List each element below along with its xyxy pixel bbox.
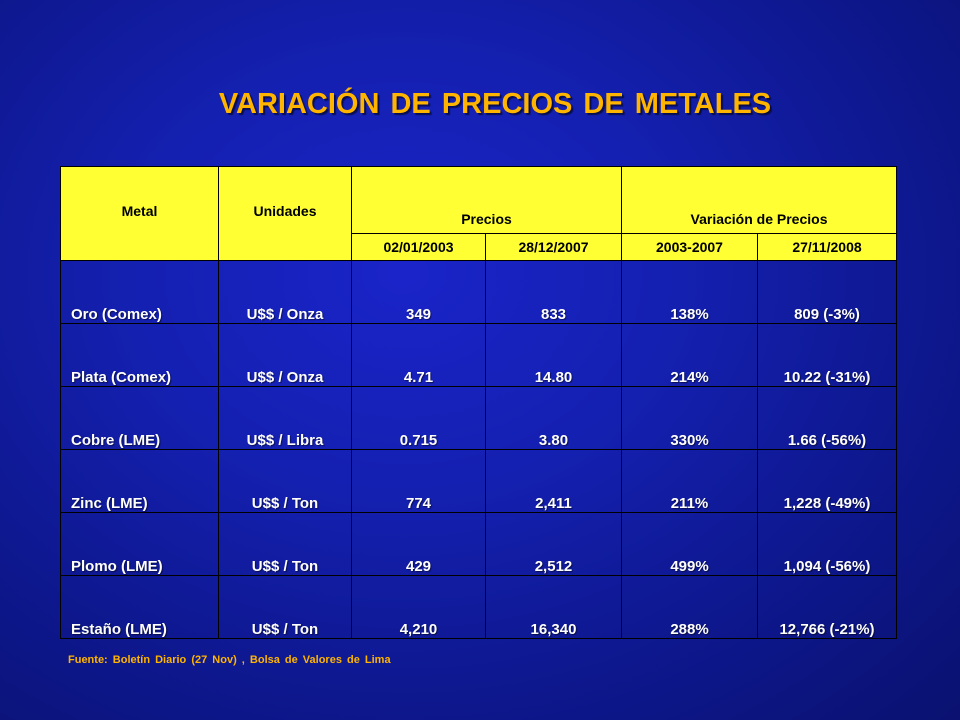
header-date-2003: 02/01/2003	[351, 233, 486, 261]
price-2003-cell: 4.71	[351, 323, 486, 387]
table-row: Zinc (LME) U$$ / Ton 774 2,411 211% 1,22…	[60, 449, 897, 513]
unit-cell: U$$ / Ton	[218, 575, 352, 639]
price-2007-cell: 2,411	[485, 449, 622, 513]
header-date-2008: 27/11/2008	[757, 233, 897, 261]
price-2008-cell: 1.66 (-56%)	[757, 386, 897, 450]
variation-cell: 499%	[621, 512, 758, 576]
price-2008-cell: 1,228 (-49%)	[757, 449, 897, 513]
unit-cell: U$$ / Libra	[218, 386, 352, 450]
variation-cell: 330%	[621, 386, 758, 450]
metal-cell: Plata (Comex)	[60, 323, 219, 387]
header-metal: Metal	[60, 166, 219, 261]
price-2003-cell: 774	[351, 449, 486, 513]
table-row: Plomo (LME) U$$ / Ton 429 2,512 499% 1,0…	[60, 512, 897, 576]
table-row: Cobre (LME) U$$ / Libra 0.715 3.80 330% …	[60, 386, 897, 450]
price-2008-cell: 10.22 (-31%)	[757, 323, 897, 387]
unit-cell: U$$ / Onza	[218, 323, 352, 387]
header-period: 2003-2007	[621, 233, 758, 261]
unit-cell: U$$ / Ton	[218, 449, 352, 513]
variation-cell: 211%	[621, 449, 758, 513]
price-2007-cell: 2,512	[485, 512, 622, 576]
price-2003-cell: 429	[351, 512, 486, 576]
header-date-2007: 28/12/2007	[485, 233, 622, 261]
price-2008-cell: 809 (-3%)	[757, 260, 897, 324]
header-variacion: Variación de Precios	[621, 166, 897, 234]
header-precios: Precios	[351, 166, 622, 234]
price-2007-cell: 16,340	[485, 575, 622, 639]
page-title: VARIACIÓN DE PRECIOS DE METALES	[218, 88, 772, 120]
metal-cell: Oro (Comex)	[60, 260, 219, 324]
variation-cell: 288%	[621, 575, 758, 639]
price-2008-cell: 1,094 (-56%)	[757, 512, 897, 576]
price-2003-cell: 0.715	[351, 386, 486, 450]
metal-cell: Estaño (LME)	[60, 575, 219, 639]
metal-cell: Cobre (LME)	[60, 386, 219, 450]
unit-cell: U$$ / Onza	[218, 260, 352, 324]
price-2007-cell: 14.80	[485, 323, 622, 387]
header-unidades: Unidades	[218, 166, 352, 261]
price-2003-cell: 349	[351, 260, 486, 324]
price-2007-cell: 3.80	[485, 386, 622, 450]
price-2008-cell: 12,766 (-21%)	[757, 575, 897, 639]
metal-cell: Zinc (LME)	[60, 449, 219, 513]
table-row: Oro (Comex) U$$ / Onza 349 833 138% 809 …	[60, 260, 897, 324]
price-2007-cell: 833	[485, 260, 622, 324]
table-row: Estaño (LME) U$$ / Ton 4,210 16,340 288%…	[60, 575, 897, 639]
source-note: Fuente: Boletín Diario (27 Nov) , Bolsa …	[68, 654, 391, 666]
variation-cell: 214%	[621, 323, 758, 387]
table-row: Plata (Comex) U$$ / Onza 4.71 14.80 214%…	[60, 323, 897, 387]
unit-cell: U$$ / Ton	[218, 512, 352, 576]
variation-cell: 138%	[621, 260, 758, 324]
metal-prices-table: Metal Unidades Precios Variación de Prec…	[60, 166, 897, 639]
price-2003-cell: 4,210	[351, 575, 486, 639]
metal-cell: Plomo (LME)	[60, 512, 219, 576]
